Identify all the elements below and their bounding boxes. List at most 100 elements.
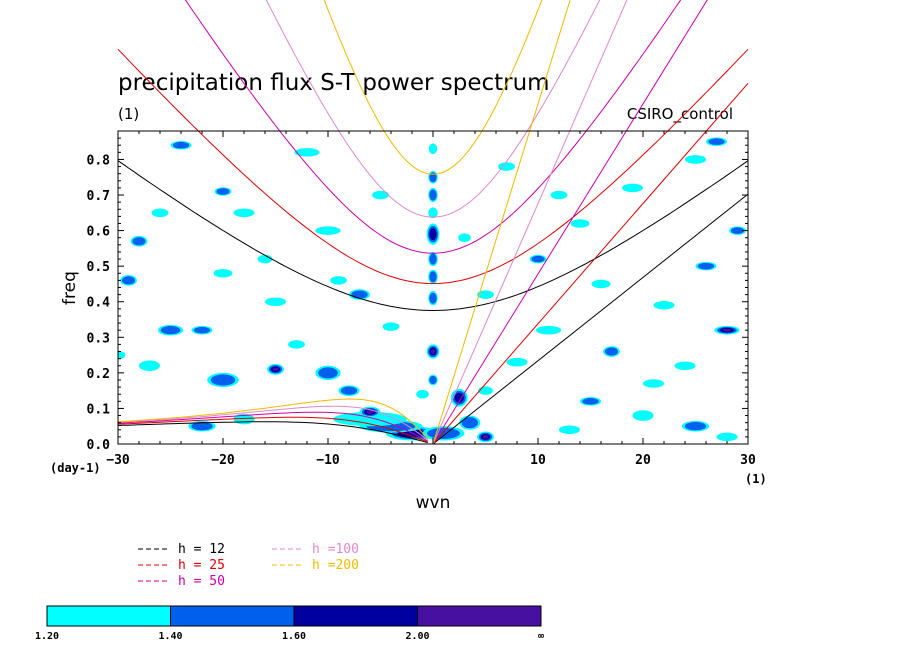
contour-blob [132,237,146,246]
contour-blob [674,361,696,371]
contour-blob [416,389,429,399]
inertia-gravity-curve [265,0,601,218]
x-axis: −30 −20 −10 0 10 20 30 [106,131,756,468]
kelvin-curve [432,0,708,445]
contour-blob [461,417,478,429]
y-tick-label: 0.0 [87,438,111,453]
y-axis-label: freq [60,271,80,305]
contour-blob [428,143,438,155]
y-tick-label: 0.6 [87,225,111,240]
contour-blob [550,190,568,200]
contour-blob [454,392,464,403]
rossby-curve [117,416,428,443]
y-tick-label: 0.5 [87,260,110,275]
contour-blob [591,279,611,289]
contour-blob [429,292,437,304]
contour-blob [559,425,580,435]
contour-blob [193,326,211,334]
contour-blob [458,233,471,242]
contour-blob [351,290,368,299]
contour-blob [428,207,438,219]
contour-blob [139,360,160,372]
contour-blob [685,155,706,164]
contour-blob [340,386,358,395]
contour-blob [429,228,437,241]
contour-blob [160,326,181,335]
rossby-curve [117,398,429,439]
inertia-gravity-curve [323,0,543,175]
subtitle-left: (1) [118,105,139,123]
y-tick-label: 0.2 [87,367,110,382]
contour-layer [118,137,746,443]
contour-blob [684,422,707,431]
contour-blob [643,379,664,388]
chart-title: precipitation flux S-T power spectrum [118,70,550,96]
legend-label: h =200 [312,558,359,573]
contour-blob [257,254,273,264]
contour-blob [216,188,230,195]
kelvin-curve [432,0,571,445]
x-tick-label: 30 [740,453,756,468]
contour-blob [429,375,437,385]
contour-blob [429,189,437,201]
y-tick-label: 0.7 [87,189,110,204]
y-tick-label: 0.3 [87,331,110,346]
contour-blob [482,435,489,439]
contour-blob [535,325,562,335]
contour-blob [430,349,436,354]
legend-label: h = 25 [178,558,225,573]
contour-blob [478,386,493,395]
colorbar-swatch [293,605,418,627]
x-unit-label: (1) [745,472,767,486]
contour-blob [429,172,437,183]
colorbar-label: 1.60 [282,631,306,642]
contour-blob [294,148,320,157]
kelvin-curve [432,0,628,445]
x-tick-label: 10 [530,453,546,468]
inertia-gravity-curve [117,160,749,312]
y-tick-label: 0.4 [87,296,111,311]
y-tick-label: 0.1 [87,402,111,417]
dispersion-curves [117,0,749,445]
rossby-curve [117,411,429,442]
legend-label: h = 50 [178,574,225,589]
contour-blob [233,208,255,218]
contour-blob [531,255,545,263]
x-tick-label: −20 [211,453,235,468]
contour-blob [722,328,732,332]
x-tick-label: 20 [635,453,651,468]
contour-blob [330,276,347,285]
legend-label: h = 12 [178,542,225,557]
inertia-gravity-curve [117,48,749,285]
y-unit-label: (day-1) [50,461,101,475]
contour-blob [372,190,389,200]
contour-blob [708,138,725,145]
colorbar: 1.20 1.40 1.60 2.00 ∞ [35,605,544,642]
y-axis: 0.0 0.1 0.2 0.3 0.4 0.5 0.6 0.7 0.8 [87,137,748,453]
contour-blob [272,367,279,372]
contour-blob [570,219,590,228]
inertia-gravity-curve [184,0,682,254]
contour-blob [622,183,643,193]
colorbar-swatch [170,605,295,627]
contour-blob [318,367,338,379]
colorbar-label: 1.40 [158,631,182,642]
x-axis-label: wvn [416,493,451,513]
contour-blob [653,301,675,310]
contour-blob [697,262,715,270]
contour-blob [288,340,305,349]
contour-blob [151,208,169,218]
contour-blob [210,374,236,386]
colorbar-label: 1.20 [35,631,59,642]
contour-blob [730,227,745,234]
contour-blob [716,432,738,442]
legend-label: h =100 [312,542,359,557]
subtitle-right: CSIRO_control [627,105,733,124]
y-tick-label: 0.8 [87,153,111,168]
contour-blob [366,410,374,414]
x-tick-label: 0 [429,453,437,468]
x-tick-label: −10 [316,453,340,468]
colorbar-label: ∞ [538,631,544,642]
